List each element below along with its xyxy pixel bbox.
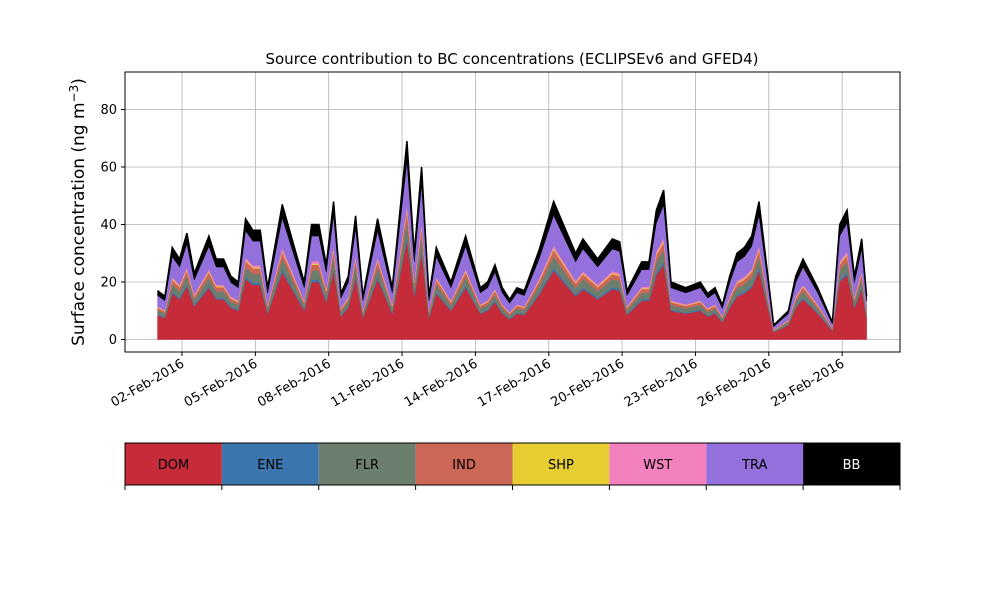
chart-title: Source contribution to BC concentrations… — [265, 50, 758, 68]
x-tick-label: 26-Feb-2016 — [695, 356, 774, 410]
y-tick-label: 0 — [109, 333, 117, 348]
legend-swatch-wst — [609, 443, 707, 485]
x-tick-label: 05-Feb-2016 — [182, 356, 261, 410]
legend-swatch-tra — [706, 443, 804, 485]
legend-label-ene: ENE — [257, 458, 283, 473]
y-tick-label: 80 — [100, 103, 117, 118]
x-axis: 02-Feb-201605-Feb-201608-Feb-201611-Feb-… — [108, 352, 847, 410]
y-tick-label: 60 — [100, 161, 117, 176]
legend-label-wst: WST — [643, 458, 672, 473]
legend-label-bb: BB — [843, 458, 861, 473]
legend-label-shp: SHP — [548, 458, 574, 473]
x-tick-label: 23-Feb-2016 — [622, 356, 701, 410]
y-tick-label: 40 — [100, 218, 117, 233]
y-axis: 0 20 40 60 80 — [100, 103, 125, 348]
legend-swatch-ene — [221, 443, 319, 485]
x-tick-label: 29-Feb-2016 — [769, 356, 848, 410]
x-tick-label: 20-Feb-2016 — [549, 356, 628, 410]
legend-swatch-bb — [803, 443, 900, 485]
plot-frame — [124, 71, 901, 353]
x-tick-label: 14-Feb-2016 — [402, 356, 481, 410]
x-tick-label: 11-Feb-2016 — [329, 356, 408, 410]
legend-label-dom: DOM — [158, 458, 189, 473]
y-axis-label: Surface concentration (ng m−3) — [67, 78, 89, 346]
x-tick-label: 02-Feb-2016 — [108, 356, 187, 410]
legend-swatch-ind — [415, 443, 513, 485]
legend-swatch-shp — [512, 443, 610, 485]
legend: DOM ENE FLR IND SHP WST TRA BB — [124, 442, 901, 490]
legend-label-ind: IND — [452, 458, 476, 473]
legend-label-flr: FLR — [355, 458, 379, 473]
x-tick-label: 17-Feb-2016 — [475, 356, 554, 410]
legend-label-tra: TRA — [741, 458, 767, 473]
total-line — [157, 141, 868, 327]
x-tick-label: 08-Feb-2016 — [255, 356, 334, 410]
y-tick-label: 20 — [100, 276, 117, 291]
stacked-areas — [157, 141, 868, 340]
legend-swatch-flr — [318, 443, 416, 485]
legend-swatch-dom — [125, 443, 222, 485]
